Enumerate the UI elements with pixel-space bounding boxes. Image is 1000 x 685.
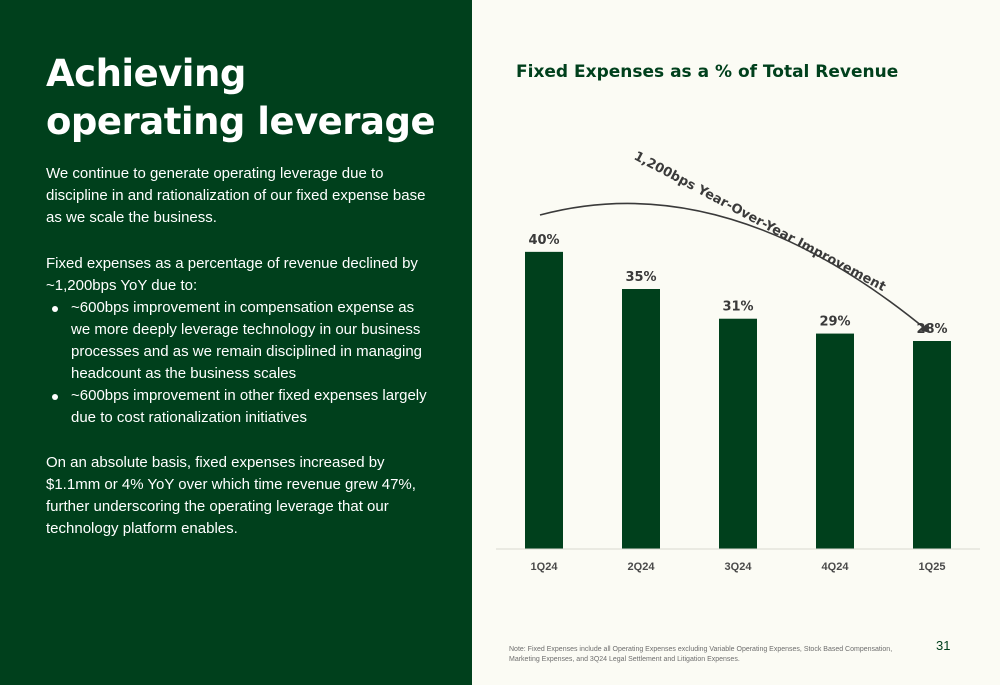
bar-2q24 [622,289,660,549]
intro-paragraph: We continue to generate operating levera… [46,165,426,226]
value-label-3q24: 31% [722,300,753,315]
absolute-basis-paragraph: On an absolute basis, fixed expenses inc… [46,454,416,537]
x-tick-1q24: 1Q24 [531,561,559,573]
bar-3q24 [719,318,757,549]
improvement-arrow [539,202,931,333]
bar-chart: 40% 1Q24 35% 2Q24 31% 3Q24 29% 4Q24 28% 1Q25 1,20… [496,149,980,573]
x-tick-1q25: 1Q25 [919,561,946,573]
bar-4q24 [816,333,854,549]
value-label-1q24: 40% [528,233,559,248]
bar-1q24 [525,251,563,549]
page-number: 31 [936,638,951,653]
footnote: Note: Fixed Expenses include all Operati… [509,646,893,663]
improvement-annotation: 1,200bps Year-Over-Year Improvement [631,149,888,295]
bullet-other-fixed: ~600bps improvement in other fixed expen… [46,385,431,429]
driver-list: ~600bps improvement in compensation expe… [46,297,431,429]
chart-title: Fixed Expenses as a % of Total Revenue [516,62,899,82]
bar-1q25 [913,341,951,549]
decline-paragraph: Fixed expenses as a percentage of revenu… [46,255,418,294]
x-tick-3q24: 3Q24 [725,561,753,573]
x-tick-2q24: 2Q24 [628,561,656,573]
left-panel: Achieving operating leverage We continue… [0,0,472,685]
x-tick-4q24: 4Q24 [822,561,850,573]
value-label-4q24: 29% [819,315,850,330]
value-label-2q24: 35% [625,270,656,285]
bullet-compensation: ~600bps improvement in compensation expe… [46,297,431,385]
slide-title: Achieving operating leverage [46,52,436,143]
value-label-1q25: 28% [916,322,947,337]
